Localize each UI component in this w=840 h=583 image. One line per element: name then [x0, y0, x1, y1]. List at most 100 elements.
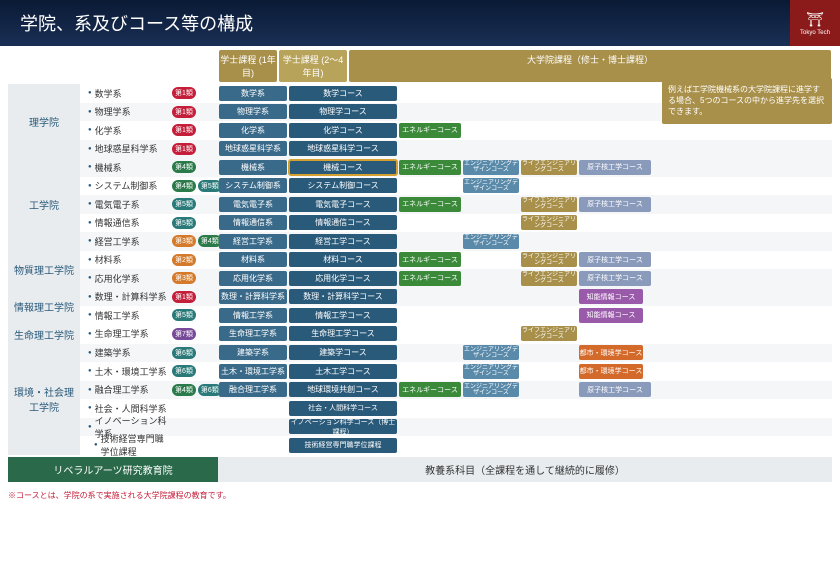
dept-name: 数理・計算科学系	[80, 290, 172, 303]
badges: 第6類	[172, 347, 218, 359]
school-group: 工学院機械系第4類機械系機械コースエネルギーコースエンジニアリングデザインコース…	[8, 158, 832, 251]
energy-course: エネルギーコース	[399, 123, 461, 138]
dept-name: 物理学系	[80, 105, 172, 118]
dept-row: イノベーション科学系イノベーション科学コース（博士課程）	[80, 418, 832, 437]
badges: 第5類	[172, 217, 218, 229]
badges: 第7類	[172, 328, 218, 340]
dept-row: 情報工学系第5類情報工学系情報工学コース知能情報コース	[80, 306, 832, 325]
badges: 第2類	[172, 254, 218, 266]
course: 材料コース	[289, 252, 397, 267]
course: 生命理工学コース	[289, 326, 397, 341]
eng-course: エンジニアリングデザインコース	[463, 382, 519, 397]
course: 数理・計算科学コース	[289, 289, 397, 304]
dept-y2: システム制御系	[219, 178, 287, 193]
dept-y2: 材料系	[219, 252, 287, 267]
badges: 第4類第6類	[172, 384, 218, 396]
course: 情報通信コース	[289, 215, 397, 230]
badges: 第6類	[172, 365, 218, 377]
badges: 第1類	[172, 106, 218, 118]
dept-row: 社会・人間科学系社会・人間科学コース	[80, 399, 832, 418]
dept-y2: 数理・計算科学系	[219, 289, 287, 304]
dept-y2: 地球惑星科学系	[219, 141, 287, 156]
dept-y2: 機械系	[219, 160, 287, 175]
dept-name: 応用化学系	[80, 272, 172, 285]
badges: 第4類	[172, 161, 218, 173]
energy-course: エネルギーコース	[399, 197, 461, 212]
dept-name: 化学系	[80, 124, 172, 137]
urban-course: 都市・環境学コース	[579, 345, 643, 360]
course: 数学コース	[289, 86, 397, 101]
energy-course: エネルギーコース	[399, 160, 461, 175]
course: 技術経営専門職学位課程	[289, 438, 397, 453]
badge: 第5類	[172, 217, 196, 229]
liberal-arts-row: リベラルアーツ研究教育院 教養系科目（全課程を通して継続的に履修）	[8, 457, 832, 482]
dept-name: 生命理工学系	[80, 327, 172, 340]
dept-name: システム制御系	[80, 179, 172, 192]
nuc-course: 原子核工学コース	[579, 271, 651, 286]
life-course: ライフエンジニアリングコース	[521, 271, 577, 286]
liberal-label: リベラルアーツ研究教育院	[8, 457, 218, 482]
dept-name: 土木・環境工学系	[80, 365, 172, 378]
dept-row: 地球惑星科学系第1類地球惑星科学系地球惑星科学コース	[80, 140, 832, 159]
dept-name: 建築学系	[80, 346, 172, 359]
badge: 第5類	[172, 198, 196, 210]
school-label: 生命理工学院	[8, 325, 80, 344]
eng-course: エンジニアリングデザインコース	[463, 160, 519, 175]
nuc-course: 原子核工学コース	[579, 197, 651, 212]
dept-name: 情報工学系	[80, 309, 172, 322]
dept-row: 機械系第4類機械系機械コースエネルギーコースエンジニアリングデザインコースライフ…	[80, 158, 832, 177]
callout-box: 例えば工学院機械系の大学院課程に進学する場合、5つのコースの中から進学先を選択で…	[662, 78, 832, 124]
eng-course: エンジニアリングデザインコース	[463, 345, 519, 360]
course: 地球惑星科学コース	[289, 141, 397, 156]
col-header-year1: 学士課程 (1年目)	[219, 50, 277, 82]
dept-name: 経営工学系	[80, 235, 172, 248]
school-group: 情報理工学院数理・計算科学系第1類数理・計算科学系数理・計算科学コース知能情報コ…	[8, 288, 832, 325]
col-header-year2: 学士課程 (2〜4年目)	[279, 50, 347, 82]
energy-course: エネルギーコース	[399, 271, 461, 286]
course: 建築学コース	[289, 345, 397, 360]
dept-row: 情報通信系第5類情報通信系情報通信コースライフエンジニアリングコース	[80, 214, 832, 233]
course: 社会・人間科学コース	[289, 401, 397, 416]
dept-name: 電気電子系	[80, 198, 172, 211]
badge: 第1類	[172, 291, 196, 303]
badge: 第1類	[172, 87, 196, 99]
badge: 第4類	[172, 161, 196, 173]
dept-row: システム制御系第4類第5類システム制御系システム制御コースエンジニアリングデザイ…	[80, 177, 832, 196]
footnote: ※コースとは、学院の系で実施される大学院課程の教育です。	[0, 486, 840, 505]
school-label: 物質理工学院	[8, 251, 80, 288]
dept-y2: 物理学系	[219, 104, 287, 119]
dept-y2: 融合理工学系	[219, 382, 287, 397]
dept-row: 生命理工学系第7類生命理工学系生命理工学コースライフエンジニアリングコース	[80, 325, 832, 344]
course: 機械コース	[289, 160, 397, 175]
dept-y2: 情報通信系	[219, 215, 287, 230]
course: システム制御コース	[289, 178, 397, 193]
life-course: ライフエンジニアリングコース	[521, 215, 577, 230]
dept-row: 土木・環境工学系第6類土木・環境工学系土木工学コースエンジニアリングデザインコー…	[80, 362, 832, 381]
badges: 第5類	[172, 309, 218, 321]
course: 経営工学コース	[289, 234, 397, 249]
school-group: 物質理工学院材料系第2類材料系材料コースエネルギーコースライフエンジニアリングコ…	[8, 251, 832, 288]
course: 電気電子コース	[289, 197, 397, 212]
course: 応用化学コース	[289, 271, 397, 286]
badge: 第6類	[172, 365, 196, 377]
org-table: 理学院数学系第1類数学系数学コース物理学系第1類物理学系物理学コース化学系第1類…	[8, 84, 832, 455]
badge: 第2類	[172, 254, 196, 266]
energy-course: エネルギーコース	[399, 382, 461, 397]
urban-course: 都市・環境学コース	[579, 364, 643, 379]
logo-icon: ⛩	[806, 11, 824, 28]
dept-row: 化学系第1類化学系化学コースエネルギーコース	[80, 121, 832, 140]
course: 物理学コース	[289, 104, 397, 119]
badge: 第4類	[172, 180, 196, 192]
ai-course: 知能情報コース	[579, 289, 643, 304]
course: 情報工学コース	[289, 308, 397, 323]
badges: 第3類第4類	[172, 235, 218, 247]
logo: ⛩ Tokyo Tech	[790, 0, 840, 46]
dept-y2: 化学系	[219, 123, 287, 138]
life-course: ライフエンジニアリングコース	[521, 326, 577, 341]
course: 地球環境共創コース	[289, 382, 397, 397]
logo-text: Tokyo Tech	[800, 30, 830, 36]
badges: 第1類	[172, 87, 218, 99]
dept-y2: 情報工学系	[219, 308, 287, 323]
dept-name: 材料系	[80, 253, 172, 266]
badge: 第1類	[172, 106, 196, 118]
